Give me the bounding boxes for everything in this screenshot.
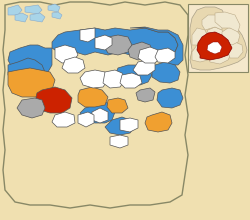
Polygon shape bbox=[62, 57, 85, 73]
Bar bbox=[188, 4, 248, 72]
Polygon shape bbox=[107, 98, 128, 113]
Polygon shape bbox=[3, 2, 188, 208]
Polygon shape bbox=[133, 60, 155, 75]
Polygon shape bbox=[80, 70, 108, 88]
Polygon shape bbox=[215, 12, 240, 32]
Polygon shape bbox=[120, 73, 142, 88]
Polygon shape bbox=[8, 5, 22, 15]
Polygon shape bbox=[8, 68, 55, 97]
Polygon shape bbox=[80, 28, 95, 42]
Polygon shape bbox=[17, 98, 45, 118]
Polygon shape bbox=[155, 48, 175, 63]
Polygon shape bbox=[8, 45, 52, 75]
Polygon shape bbox=[192, 45, 210, 62]
Polygon shape bbox=[110, 135, 128, 148]
Polygon shape bbox=[208, 43, 232, 64]
Polygon shape bbox=[52, 28, 178, 55]
Polygon shape bbox=[152, 62, 180, 83]
Polygon shape bbox=[207, 42, 222, 54]
Polygon shape bbox=[136, 88, 155, 102]
Polygon shape bbox=[15, 13, 28, 22]
Polygon shape bbox=[80, 102, 115, 123]
Polygon shape bbox=[48, 4, 60, 12]
Polygon shape bbox=[205, 27, 225, 45]
Polygon shape bbox=[222, 28, 240, 45]
Polygon shape bbox=[157, 88, 183, 108]
Polygon shape bbox=[202, 15, 222, 30]
Polygon shape bbox=[192, 28, 208, 45]
Polygon shape bbox=[35, 87, 72, 113]
Polygon shape bbox=[103, 35, 132, 55]
Polygon shape bbox=[130, 27, 183, 65]
Polygon shape bbox=[52, 112, 75, 127]
Polygon shape bbox=[8, 58, 45, 82]
Polygon shape bbox=[128, 42, 153, 60]
Polygon shape bbox=[197, 32, 232, 60]
Polygon shape bbox=[103, 70, 125, 88]
Polygon shape bbox=[190, 7, 247, 70]
Polygon shape bbox=[78, 112, 94, 127]
Polygon shape bbox=[115, 65, 152, 85]
Polygon shape bbox=[55, 45, 78, 63]
Polygon shape bbox=[228, 42, 243, 58]
Polygon shape bbox=[105, 117, 135, 135]
Polygon shape bbox=[78, 87, 108, 107]
Polygon shape bbox=[25, 5, 42, 14]
Polygon shape bbox=[145, 112, 172, 132]
Polygon shape bbox=[30, 13, 45, 22]
Polygon shape bbox=[95, 35, 112, 50]
Polygon shape bbox=[52, 12, 62, 19]
Polygon shape bbox=[92, 108, 108, 123]
Polygon shape bbox=[120, 118, 138, 132]
Polygon shape bbox=[138, 47, 160, 63]
